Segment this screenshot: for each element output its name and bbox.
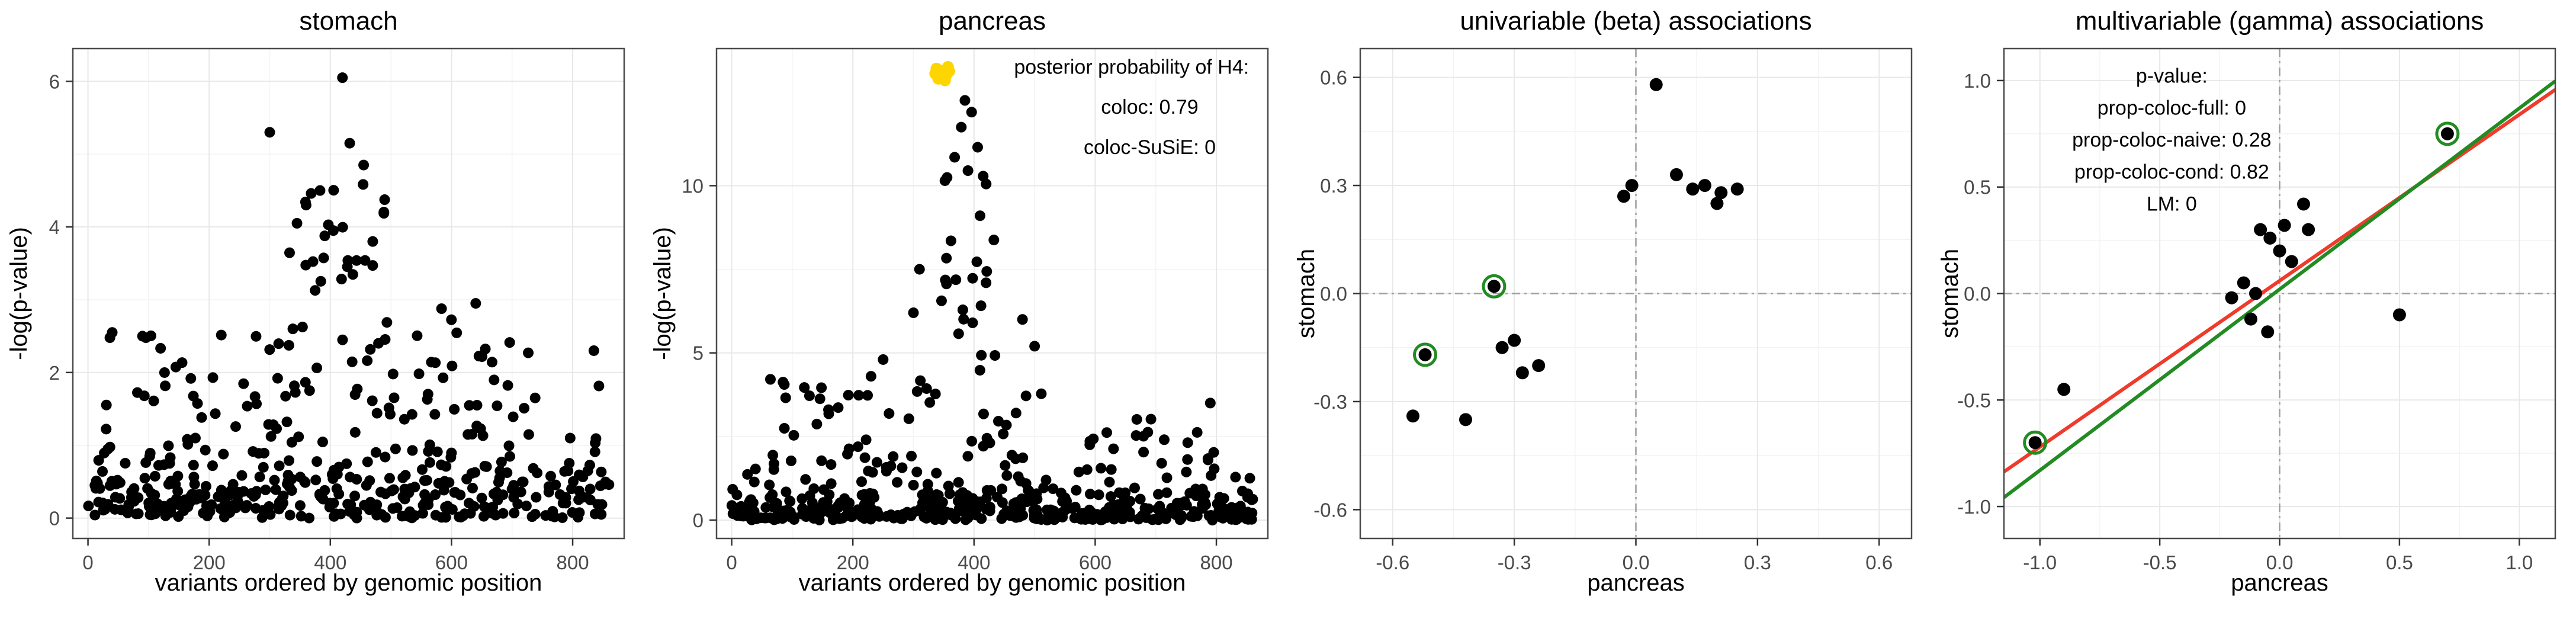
svg-text:0.0: 0.0 <box>1320 283 1347 305</box>
svg-text:0.0: 0.0 <box>2266 552 2294 573</box>
panel-pancreas-manhattan: pancreas posterior probability of H4: col… <box>644 0 1287 622</box>
svg-text:-0.6: -0.6 <box>1313 499 1347 521</box>
svg-text:800: 800 <box>1200 552 1233 573</box>
panel-title: univariable (beta) associations <box>1460 7 1812 36</box>
svg-text:p-value:: p-value: <box>2136 65 2208 88</box>
svg-text:posterior probability of H4:: posterior probability of H4: <box>1014 56 1249 78</box>
svg-text:-0.3: -0.3 <box>1313 391 1347 413</box>
svg-text:variants ordered by genomic po: variants ordered by genomic position <box>155 570 542 596</box>
svg-text:prop-coloc-cond: 0.82: prop-coloc-cond: 0.82 <box>2074 161 2269 183</box>
svg-text:0: 0 <box>82 552 93 573</box>
svg-text:stomach: stomach <box>1937 249 1963 338</box>
svg-text:-1.0: -1.0 <box>2023 552 2057 573</box>
svg-text:0.0: 0.0 <box>1964 283 1991 305</box>
svg-text:0: 0 <box>726 552 737 573</box>
svg-text:5: 5 <box>693 342 704 364</box>
svg-text:coloc-SuSiE: 0: coloc-SuSiE: 0 <box>1084 136 1216 159</box>
panel-title: pancreas <box>938 7 1046 36</box>
svg-text:-1.0: -1.0 <box>1957 496 1991 518</box>
svg-text:600: 600 <box>435 552 468 573</box>
univariable-beta-scatter-plot: -0.6 -0.3 0.0 0.3 0.6 -0.6 -0.3 0.0 0.3 0.6 pancre… <box>1293 47 1913 596</box>
svg-text:10: 10 <box>682 175 704 197</box>
svg-text:600: 600 <box>1079 552 1112 573</box>
svg-text:0.5: 0.5 <box>1964 177 1991 198</box>
svg-text:prop-coloc-full: 0: prop-coloc-full: 0 <box>2098 97 2246 119</box>
pancreas-manhattan-plot: posterior probability of H4: coloc: 0.79 c… <box>650 47 1269 596</box>
svg-text:400: 400 <box>958 552 990 573</box>
svg-text:0.5: 0.5 <box>2386 552 2413 573</box>
svg-text:200: 200 <box>193 552 226 573</box>
svg-text:stomach: stomach <box>1293 249 1319 338</box>
svg-text:0.6: 0.6 <box>1865 552 1893 573</box>
svg-text:pancreas: pancreas <box>2231 570 2328 596</box>
svg-text:400: 400 <box>314 552 346 573</box>
svg-text:-log(p-value): -log(p-value) <box>650 227 676 360</box>
svg-text:200: 200 <box>837 552 869 573</box>
svg-text:-log(p-value): -log(p-value) <box>6 227 32 360</box>
svg-text:0.3: 0.3 <box>1320 175 1347 197</box>
panel-title: stomach <box>299 7 398 36</box>
panel-stomach-manhattan: stomach 0 200 400 600 800 0 2 4 6 variants ordere… <box>0 0 644 622</box>
svg-text:-0.3: -0.3 <box>1498 552 1531 573</box>
svg-text:2: 2 <box>49 362 60 384</box>
svg-text:variants ordered by genomic po: variants ordered by genomic position <box>799 570 1186 596</box>
svg-text:-0.6: -0.6 <box>1376 552 1409 573</box>
svg-text:0.3: 0.3 <box>1744 552 1771 573</box>
svg-text:pancreas: pancreas <box>1587 570 1685 596</box>
svg-text:-0.5: -0.5 <box>2143 552 2177 573</box>
svg-text:0.6: 0.6 <box>1320 67 1347 89</box>
svg-text:6: 6 <box>49 70 60 92</box>
svg-text:800: 800 <box>557 552 589 573</box>
svg-text:4: 4 <box>49 216 60 238</box>
stomach-manhattan-plot: 0 200 400 600 800 0 2 4 6 variants ordered by gen… <box>6 47 625 596</box>
panel-title: multivariable (gamma) associations <box>2075 7 2484 36</box>
svg-text:prop-coloc-naive: 0.28: prop-coloc-naive: 0.28 <box>2072 129 2271 151</box>
svg-text:1.0: 1.0 <box>1964 70 1991 92</box>
panel-univariable-beta: univariable (beta) associations -0.6 -0.3… <box>1287 0 1931 622</box>
svg-text:LM: 0: LM: 0 <box>2147 193 2197 215</box>
multivariable-gamma-scatter-plot: p-value: prop-coloc-full: 0 prop-coloc-nai… <box>1937 47 2556 596</box>
panel-multivariable-gamma: multivariable (gamma) associations p-val… <box>1931 0 2575 622</box>
svg-text:-0.5: -0.5 <box>1957 389 1991 411</box>
svg-text:0: 0 <box>693 509 704 531</box>
svg-text:1.0: 1.0 <box>2506 552 2533 573</box>
svg-text:0: 0 <box>49 508 60 530</box>
svg-text:coloc: 0.79: coloc: 0.79 <box>1101 96 1198 118</box>
svg-text:0.0: 0.0 <box>1623 552 1650 573</box>
